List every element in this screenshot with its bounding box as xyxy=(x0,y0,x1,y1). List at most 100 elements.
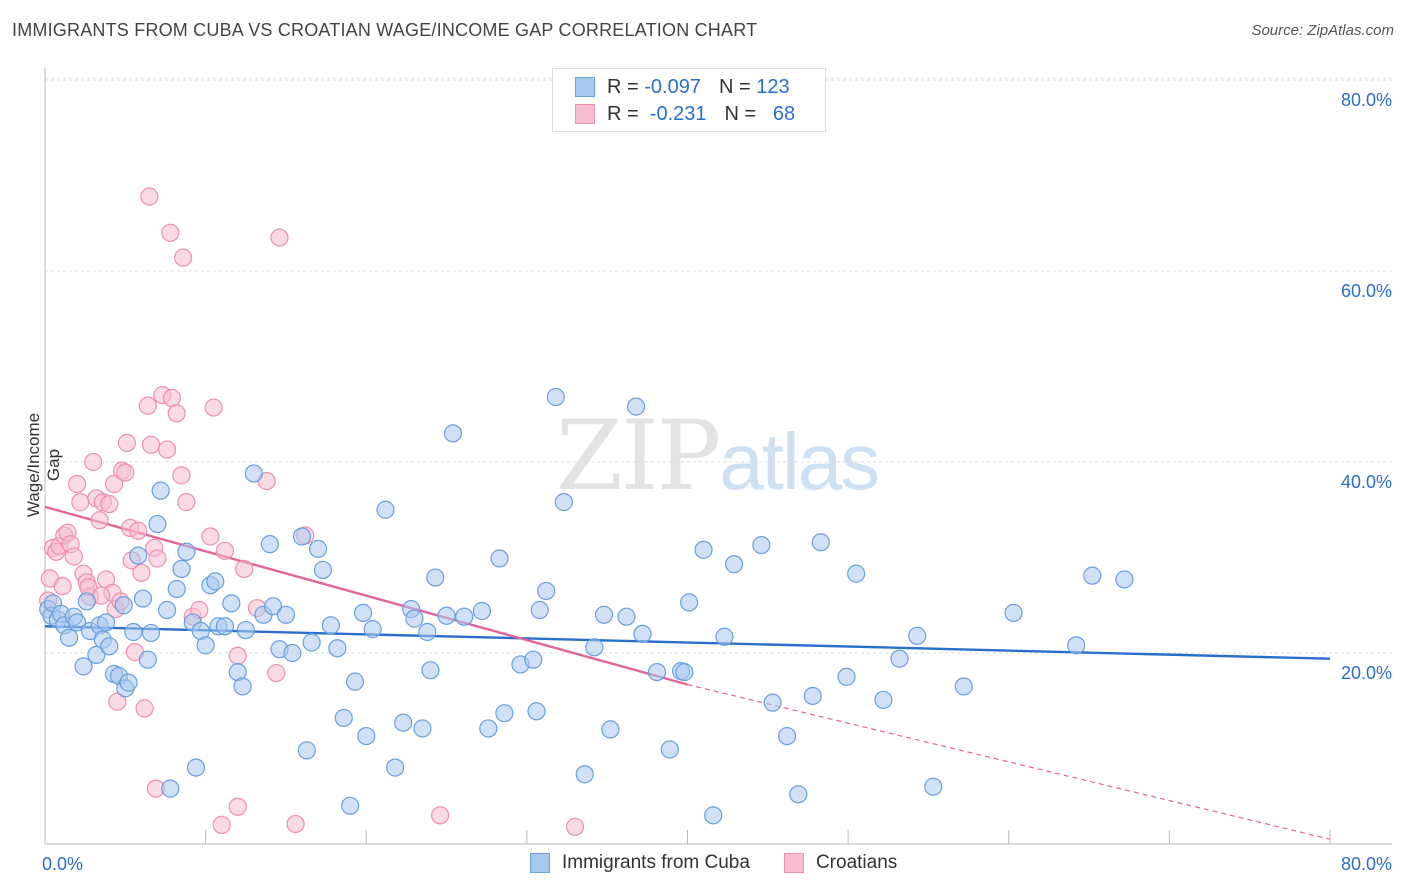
cuba-point xyxy=(334,708,353,728)
cuba-point xyxy=(763,693,782,712)
croatians-point xyxy=(148,549,167,568)
croatians-point xyxy=(565,817,585,836)
watermark-atlas: atlas xyxy=(719,417,880,506)
cuba-point xyxy=(172,559,191,579)
cuba-point xyxy=(394,713,413,732)
cuba-point xyxy=(276,605,296,624)
croatians-point xyxy=(201,527,220,546)
cuba-point xyxy=(233,677,252,696)
cuba-point xyxy=(617,607,636,626)
cuba-point xyxy=(546,387,565,407)
legend-item-croatians[interactable]: Croatians xyxy=(783,852,897,874)
cuba-point xyxy=(1083,566,1102,585)
cuba-point xyxy=(236,620,255,640)
y-tick-label: 20.0% xyxy=(1341,663,1392,683)
cuba-point xyxy=(222,594,241,613)
cuba-point xyxy=(1115,570,1134,589)
cuba-point xyxy=(148,514,167,534)
croatians-point xyxy=(235,559,254,579)
croatians-point xyxy=(228,797,247,816)
cuba-point xyxy=(363,620,382,639)
x-tick-label: 0.0% xyxy=(42,854,83,874)
cuba-point xyxy=(313,560,332,580)
croatians-point xyxy=(204,398,223,417)
croatians-point xyxy=(132,563,151,582)
cuba-point xyxy=(302,633,321,652)
legend-label-cuba: Immigrants from Cuba xyxy=(562,852,750,873)
cuba-point xyxy=(151,481,170,500)
croatians-point xyxy=(162,388,181,408)
croatians-point xyxy=(100,494,119,514)
cuba-point xyxy=(161,779,180,798)
croatians-point xyxy=(431,806,450,825)
x-tick-label: 80.0% xyxy=(1341,854,1392,874)
cuba-point xyxy=(321,616,341,635)
croatians-point xyxy=(174,248,193,267)
croatians-point xyxy=(129,521,148,540)
croatians-point xyxy=(140,187,159,206)
croatians-point xyxy=(212,815,231,835)
croatians-point xyxy=(270,228,289,247)
cuba-point xyxy=(138,650,157,669)
cuba-point xyxy=(141,623,161,643)
cuba-point xyxy=(421,661,440,680)
r-label: R = xyxy=(607,75,639,98)
n-label: N = xyxy=(718,75,751,98)
croatians-point xyxy=(68,474,87,494)
croatians-point xyxy=(117,433,137,452)
r-value: -0.231 xyxy=(644,102,707,125)
cuba-point xyxy=(752,535,771,555)
cuba-point xyxy=(479,719,498,738)
watermark: ZIPatlas xyxy=(556,400,880,512)
cuba-point xyxy=(647,662,667,682)
croatians-point xyxy=(161,223,180,242)
cuba-point xyxy=(119,673,138,692)
cuba-point xyxy=(437,606,456,625)
croatians-point xyxy=(84,452,103,472)
y-tick-label: 60.0% xyxy=(1341,281,1392,301)
cuba-point xyxy=(177,542,196,561)
cuba-point xyxy=(626,397,646,416)
cuba-point xyxy=(490,549,509,568)
chart-title: IMMIGRANTS FROM CUBA VS CROATIAN WAGE/IN… xyxy=(12,20,758,40)
cuba-point xyxy=(530,600,549,620)
cuba-point xyxy=(633,624,652,644)
croatians-point xyxy=(172,466,191,485)
cuba-point xyxy=(1004,603,1023,622)
croatians-point xyxy=(215,541,234,560)
legend-item-cuba[interactable]: Immigrants from Cuba xyxy=(530,852,750,874)
cuba-point xyxy=(341,796,360,815)
croatians-trend-line xyxy=(44,505,688,686)
croatians-point xyxy=(53,577,72,596)
cuba-point xyxy=(694,540,713,559)
croatians-point xyxy=(135,699,154,718)
croatians-point xyxy=(267,663,286,683)
cuba-point xyxy=(554,493,573,512)
trend-lines xyxy=(44,505,1331,840)
n-label: N = xyxy=(724,102,757,125)
croatians-point xyxy=(64,547,84,566)
croatians-point xyxy=(90,511,109,530)
n-value: 123 xyxy=(756,75,790,98)
cuba-point xyxy=(575,765,594,784)
cuba-point xyxy=(715,627,734,646)
cuba-point xyxy=(524,650,543,669)
cuba-point xyxy=(1067,636,1086,655)
croatians-point xyxy=(71,493,90,512)
cuba-point xyxy=(357,726,376,746)
cuba-point xyxy=(724,555,744,574)
cuba-point xyxy=(376,500,395,519)
croatians-point xyxy=(138,396,157,415)
cuba-point xyxy=(777,726,797,746)
source-label: Source: ZipAtlas.com xyxy=(1251,22,1394,39)
cuba-point xyxy=(386,758,405,777)
cuba-point xyxy=(244,464,263,483)
cuba-trend-line xyxy=(44,625,1331,660)
cuba-point xyxy=(405,609,424,628)
r-label: R = xyxy=(607,102,639,125)
croatians-point xyxy=(116,463,135,482)
cuba-point xyxy=(413,719,432,738)
y-axis-label: Wage/Income Gap xyxy=(24,412,63,518)
croatians-point xyxy=(228,646,247,665)
